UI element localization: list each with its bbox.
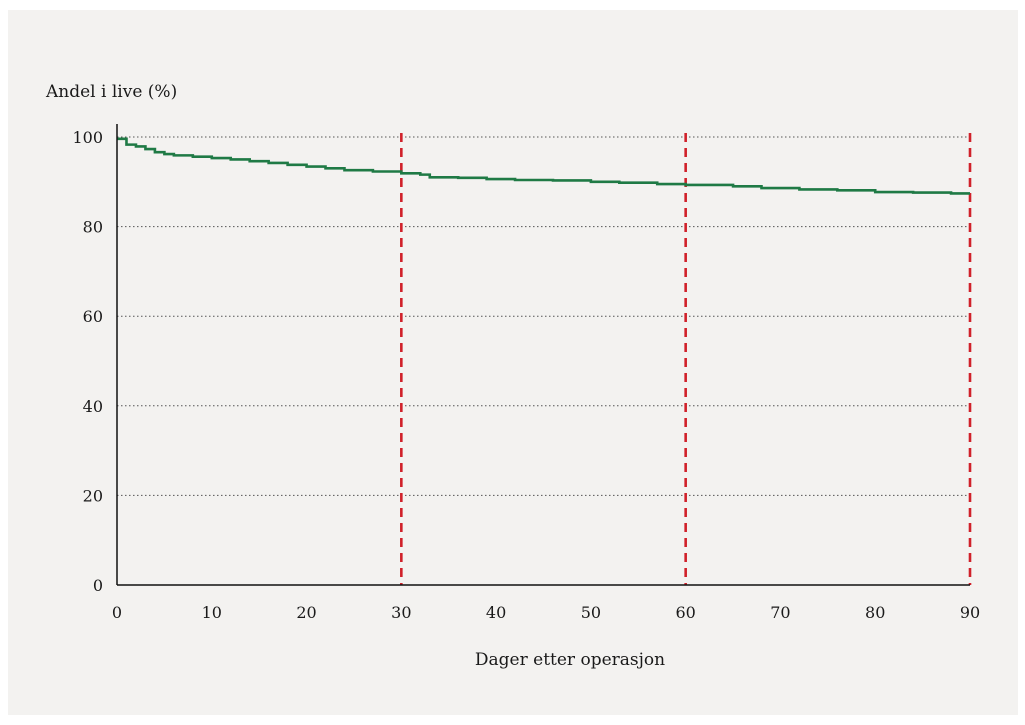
y-tick-label-0: 0 (93, 576, 103, 595)
y-tick-label-60: 60 (83, 307, 103, 326)
y-axis-title: Andel i live (%) (45, 82, 177, 102)
x-tick-label-20: 20 (296, 603, 316, 622)
y-tick-label-40: 40 (83, 397, 103, 416)
x-tick-label-50: 50 (581, 603, 601, 622)
x-tick-label-30: 30 (391, 603, 411, 622)
y-tick-label-80: 80 (83, 218, 103, 237)
axes (116, 124, 970, 586)
x-axis-title: Dager etter operasjon (475, 650, 665, 670)
chart-panel (8, 10, 1018, 715)
survival-curve (117, 137, 970, 195)
x-tick-label-0: 0 (112, 603, 122, 622)
y-tick-label-20: 20 (83, 486, 103, 505)
x-tick-labels: 0 10 20 30 40 50 60 70 80 90 (112, 603, 980, 622)
x-tick-label-70: 70 (770, 603, 790, 622)
y-tick-labels: 0 20 40 60 80 100 (72, 128, 103, 595)
x-tick-label-90: 90 (960, 603, 980, 622)
x-tick-label-60: 60 (675, 603, 695, 622)
reference-lines (400, 133, 972, 585)
x-tick-label-10: 10 (202, 603, 222, 622)
x-tick-label-40: 40 (486, 603, 506, 622)
y-tick-label-100: 100 (72, 128, 103, 147)
x-tick-label-80: 80 (865, 603, 885, 622)
